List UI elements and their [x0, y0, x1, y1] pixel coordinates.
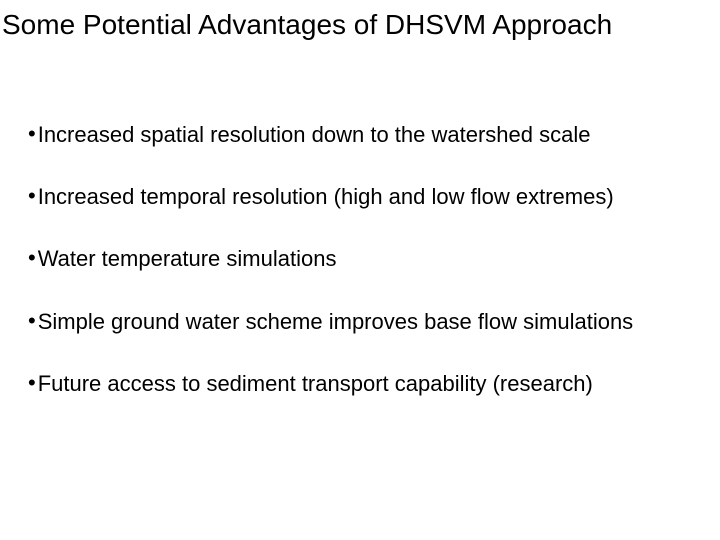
list-item: • Simple ground water scheme improves ba… — [28, 309, 700, 335]
bullet-text: Increased temporal resolution (high and … — [38, 184, 614, 210]
bullet-text: Water temperature simulations — [38, 246, 337, 272]
bullet-text: Increased spatial resolution down to the… — [38, 122, 591, 148]
bullet-text: Simple ground water scheme improves base… — [38, 309, 633, 335]
list-item: • Increased temporal resolution (high an… — [28, 184, 700, 210]
list-item: • Increased spatial resolution down to t… — [28, 122, 700, 148]
bullet-dot-icon: • — [28, 185, 36, 207]
slide: Some Potential Advantages of DHSVM Appro… — [0, 0, 720, 540]
list-item: • Future access to sediment transport ca… — [28, 371, 700, 397]
bullet-dot-icon: • — [28, 372, 36, 394]
bullet-dot-icon: • — [28, 310, 36, 332]
slide-title: Some Potential Advantages of DHSVM Appro… — [0, 0, 720, 42]
bullet-dot-icon: • — [28, 123, 36, 145]
bullet-text: Future access to sediment transport capa… — [38, 371, 593, 397]
bullet-list: • Increased spatial resolution down to t… — [0, 122, 720, 398]
list-item: • Water temperature simulations — [28, 246, 700, 272]
bullet-dot-icon: • — [28, 247, 36, 269]
